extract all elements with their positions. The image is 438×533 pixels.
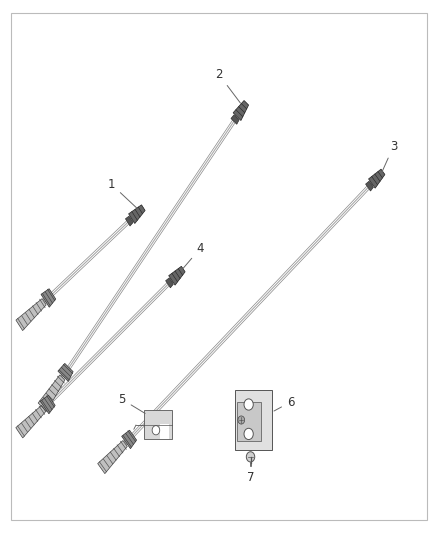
Text: 2: 2	[215, 68, 240, 103]
Polygon shape	[58, 364, 73, 382]
Circle shape	[238, 416, 245, 424]
FancyBboxPatch shape	[235, 391, 272, 450]
Polygon shape	[233, 101, 249, 120]
Polygon shape	[41, 289, 56, 307]
Polygon shape	[231, 115, 239, 124]
Polygon shape	[38, 375, 65, 411]
Text: 5: 5	[119, 393, 145, 414]
Polygon shape	[125, 216, 133, 226]
FancyBboxPatch shape	[144, 410, 172, 439]
FancyBboxPatch shape	[160, 424, 170, 439]
Circle shape	[246, 452, 255, 462]
Text: 7: 7	[247, 471, 254, 484]
Polygon shape	[40, 395, 55, 414]
Polygon shape	[368, 169, 385, 188]
Text: 4: 4	[182, 242, 204, 270]
Polygon shape	[16, 298, 46, 330]
Polygon shape	[122, 430, 137, 449]
Polygon shape	[129, 205, 145, 223]
Polygon shape	[166, 278, 173, 288]
Circle shape	[152, 426, 160, 435]
Circle shape	[244, 429, 253, 440]
Polygon shape	[16, 406, 46, 438]
Text: 1: 1	[108, 178, 137, 208]
Circle shape	[244, 399, 253, 410]
Polygon shape	[98, 440, 127, 474]
Polygon shape	[169, 266, 185, 285]
Text: 6: 6	[274, 395, 294, 411]
Polygon shape	[366, 181, 374, 191]
Text: 3: 3	[382, 140, 397, 172]
FancyBboxPatch shape	[237, 401, 261, 441]
